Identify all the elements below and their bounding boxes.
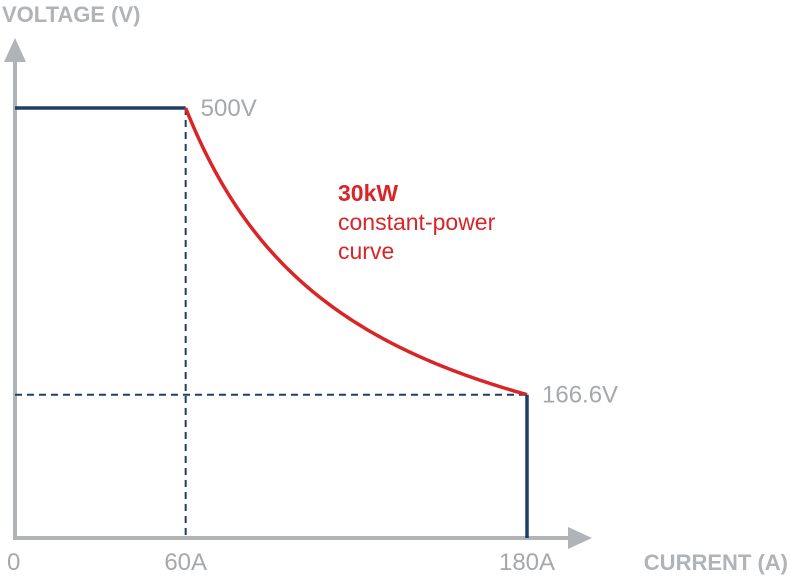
- x-tick-label-180a: 180A: [499, 549, 555, 576]
- x-axis-arrow: [568, 527, 592, 549]
- x-tick-label-0: 0: [7, 549, 20, 576]
- y-axis-arrow: [4, 38, 26, 62]
- x-axis-title: CURRENT (A): [644, 550, 788, 575]
- constant-power-curve: [184, 107, 528, 397]
- annotation-title: 30kW: [338, 180, 398, 206]
- y-axis-title: VOLTAGE (V): [2, 2, 141, 27]
- annotation-line-1: constant-power: [338, 209, 496, 235]
- x-tick-label-60a: 60A: [164, 549, 207, 576]
- point-label-166v: 166.6V: [542, 382, 618, 409]
- annotation-line-2: curve: [338, 238, 394, 264]
- point-label-500v: 500V: [201, 95, 257, 122]
